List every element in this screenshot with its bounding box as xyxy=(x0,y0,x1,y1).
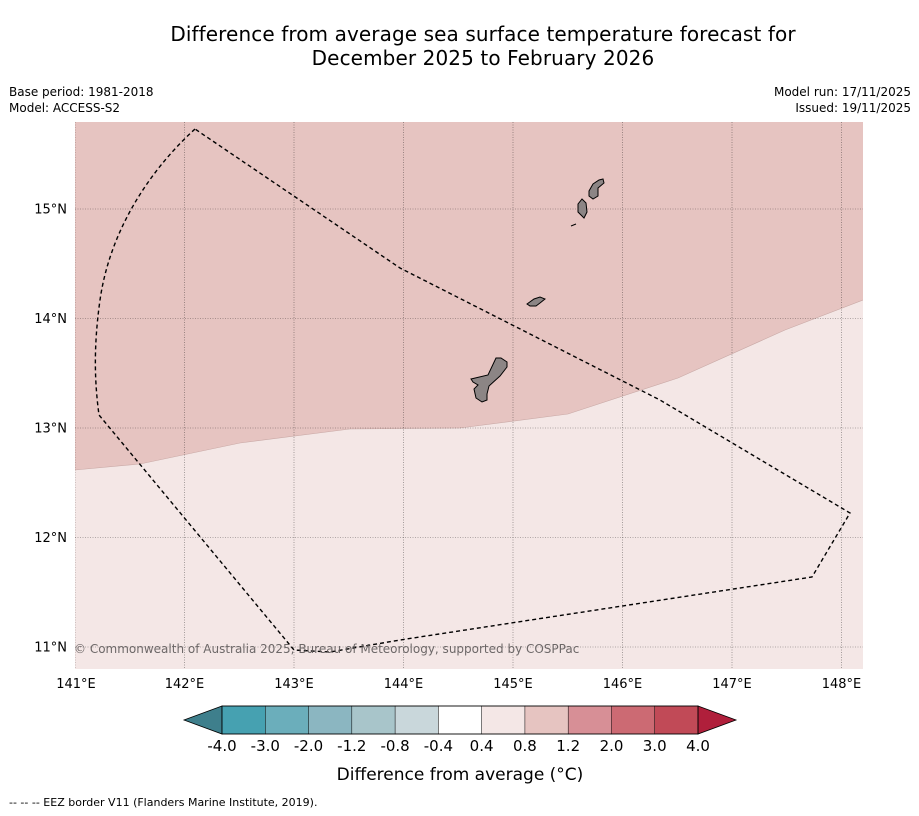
colorbar: -4.0 -3.0 -2.0 -1.2 -0.8 -0.4 0.4 0.8 1.… xyxy=(182,705,738,785)
meta-right: Model run: 17/11/2025 Issued: 19/11/2025 xyxy=(774,84,911,116)
lat-tick-labels: 15°N 14°N 13°N 12°N 11°N xyxy=(34,203,67,656)
colorbar-segments xyxy=(221,705,699,735)
colorbar-over-arrow xyxy=(697,705,738,735)
map-plot-area: © Commonwealth of Australia 2025, Bureau… xyxy=(74,122,863,669)
colorbar-label: 4.0 xyxy=(686,737,710,755)
model-name: Model: ACCESS-S2 xyxy=(9,101,121,115)
lon-label: 146°E xyxy=(603,677,643,692)
lon-label: 141°E xyxy=(56,677,96,692)
title-line-2: December 2025 to February 2026 xyxy=(311,46,655,70)
colorbar-label: -1.2 xyxy=(337,737,366,755)
colorbar-label: 0.8 xyxy=(513,737,537,755)
lon-label: 145°E xyxy=(493,677,533,692)
gridlines xyxy=(75,122,863,669)
copyright-text: © Commonwealth of Australia 2025, Bureau… xyxy=(74,642,579,656)
lon-label: 148°E xyxy=(822,677,862,692)
colorbar-segment xyxy=(611,705,656,735)
colorbar-segment xyxy=(308,705,353,735)
colorbar-segment xyxy=(654,705,699,735)
colorbar-label: 3.0 xyxy=(643,737,667,755)
colorbar-label: 1.2 xyxy=(556,737,580,755)
island-tinian xyxy=(577,198,588,219)
colorbar-segment xyxy=(394,705,439,735)
islands xyxy=(470,178,605,403)
island-saipan xyxy=(588,178,605,200)
colorbar-label: -4.0 xyxy=(207,737,236,755)
lat-label: 13°N xyxy=(34,422,67,437)
colorbar-label: 0.4 xyxy=(470,737,494,755)
lat-label: 12°N xyxy=(34,531,67,546)
model-run: Model run: 17/11/2025 xyxy=(773,85,911,99)
lat-label: 15°N xyxy=(34,203,67,218)
colorbar-segment xyxy=(221,705,266,735)
colorbar-segment xyxy=(265,705,310,735)
colorbar-label: -2.0 xyxy=(294,737,323,755)
lat-label: 11°N xyxy=(34,641,67,656)
meta-left: Base period: 1981-2018 Model: ACCESS-S2 xyxy=(9,84,154,116)
colorbar-label: -0.4 xyxy=(424,737,453,755)
lon-label: 147°E xyxy=(712,677,752,692)
lon-tick-labels: 141°E 142°E 143°E 144°E 145°E 146°E 147°… xyxy=(56,677,861,692)
colorbar-segment xyxy=(567,705,613,735)
map-title: Difference from average sea surface temp… xyxy=(0,22,919,70)
colorbar-label: -0.8 xyxy=(380,737,409,755)
island-rota xyxy=(526,296,546,307)
colorbar-outline xyxy=(221,705,699,735)
island-aguijan xyxy=(570,223,577,227)
eez-border xyxy=(94,128,851,653)
colorbar-segment xyxy=(438,705,483,735)
colorbar-segment xyxy=(351,705,396,735)
colorbar-label: -3.0 xyxy=(251,737,280,755)
eez-footnote: -- -- -- EEZ border V11 (Flanders Marine… xyxy=(9,796,318,809)
island-guam xyxy=(470,357,508,403)
colorbar-segment xyxy=(524,705,569,735)
lat-label: 14°N xyxy=(34,312,67,327)
title-line-1: Difference from average sea surface temp… xyxy=(170,22,796,46)
base-period: Base period: 1981-2018 xyxy=(9,85,154,99)
colorbar-under-arrow xyxy=(182,705,223,735)
issued-date: Issued: 19/11/2025 xyxy=(795,101,911,115)
colorbar-title: Difference from average (°C) xyxy=(337,765,584,785)
colorbar-segment xyxy=(481,705,526,735)
lon-label: 144°E xyxy=(384,677,424,692)
colorbar-labels: -4.0 -3.0 -2.0 -1.2 -0.8 -0.4 0.4 0.8 1.… xyxy=(207,737,710,755)
lon-label: 143°E xyxy=(274,677,314,692)
colorbar-label: 2.0 xyxy=(600,737,624,755)
lon-label: 142°E xyxy=(165,677,205,692)
